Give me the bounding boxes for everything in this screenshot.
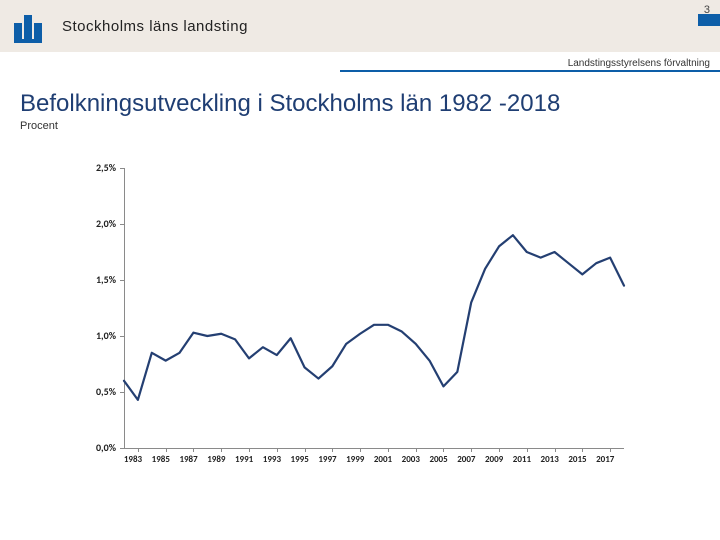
org-name: Stockholms läns landsting [62,18,248,35]
org-logo: Stockholms läns landsting [14,9,248,43]
page-number: 3 [704,4,710,16]
logo-icon [14,9,54,43]
sub-unit-label: Landstingsstyrelsens förvaltning [568,58,710,69]
header-bar: Stockholms läns landsting 3 [0,0,720,52]
accent-rule [340,70,720,72]
series-line [80,160,634,458]
page-subtitle: Procent [0,118,720,132]
population-chart: 0,0%0,5%1,0%1,5%2,0%2,5%1983198519871989… [80,160,640,490]
